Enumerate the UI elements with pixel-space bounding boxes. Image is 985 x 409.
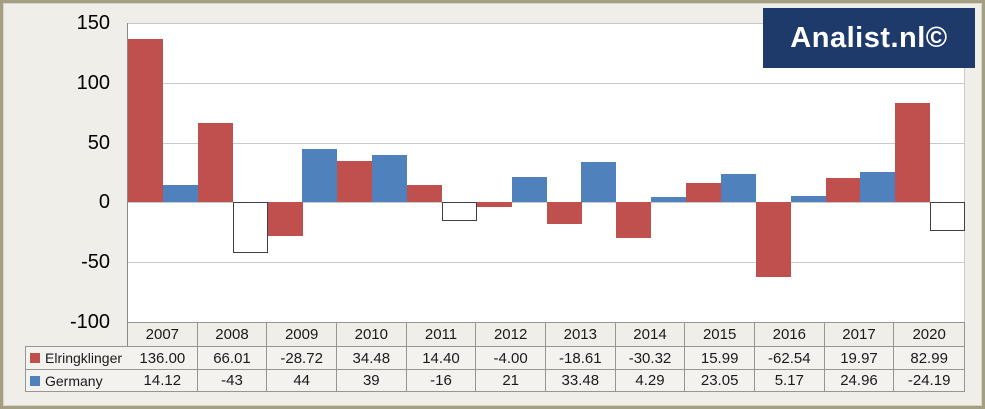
year-header-cell-2014: 2014: [616, 323, 686, 346]
legend-table: Elringklinger Germany: [25, 346, 128, 392]
value-cell-elringklinger-2017: 19.97: [825, 347, 895, 369]
gridline-150: [128, 23, 965, 24]
legend-item-elringklinger: Elringklinger: [26, 347, 128, 369]
value-cell-elringklinger-2008: 66.01: [198, 347, 268, 369]
y-axis-line: [127, 23, 128, 392]
year-header-cell-2013: 2013: [546, 323, 616, 346]
legend-label: Elringklinger: [45, 350, 123, 366]
gridline-100: [128, 83, 965, 84]
value-cell-germany-2011: -16: [407, 370, 477, 391]
bar-germany-2014: [651, 197, 686, 202]
bar-germany-2010: [372, 155, 407, 202]
year-header-cell-2020: 2020: [912, 326, 946, 343]
year-header-cell-2009: 2009: [267, 323, 337, 346]
brand-logo-text: Analist.nl©: [790, 21, 948, 54]
bar-germany-2009: [302, 149, 337, 202]
y-tick-label--50: -50: [81, 251, 110, 273]
value-cell-elringklinger-2020: 82.99: [910, 349, 948, 367]
value-cell-germany-2013: 33.48: [546, 370, 616, 391]
value-cell-elringklinger-2014: -30.32: [616, 347, 686, 369]
bar-germany-2013: [581, 162, 616, 202]
bar-elringklinger-2012: [477, 202, 512, 207]
value-cell-elringklinger-2011: 14.40: [407, 347, 477, 369]
brand-logo: Analist.nl©: [763, 8, 975, 68]
bar-elringklinger-2013: [547, 202, 582, 224]
legend-label: Germany: [45, 372, 103, 389]
value-cell-elringklinger-2016: -62.54: [755, 347, 825, 369]
y-tick-label--100: -100: [69, 311, 110, 333]
bar-germany-2016: [791, 196, 826, 202]
year-header-cell-2011: 2011: [407, 323, 477, 346]
bar-germany-2011: [442, 202, 477, 221]
legend-swatch-icon: [30, 375, 40, 386]
year-header-cell-2017: 2017: [825, 323, 895, 346]
bar-germany-2020: [930, 202, 965, 231]
year-header-cell-2015: 2015: [685, 323, 755, 346]
year-header-cell-2008: 2008: [198, 323, 268, 346]
bar-elringklinger-2016: [756, 202, 791, 277]
value-cell-germany-2016: 5.17: [755, 370, 825, 391]
gridline-0: [128, 202, 965, 203]
bar-elringklinger-2014: [616, 202, 651, 238]
value-cell-germany-2012: 21: [476, 370, 546, 391]
bar-germany-2008: [233, 202, 268, 253]
value-cell-elringklinger-2012: -4.00: [476, 347, 546, 369]
bar-elringklinger-2009: [268, 202, 303, 236]
bar-elringklinger-2007: [128, 39, 163, 202]
y-tick-label-150: 150: [76, 12, 110, 34]
value-cell-germany-2010: 39: [337, 370, 407, 391]
gridline--50: [128, 262, 965, 263]
x-axis-year-header-row: 2007 2008 2009 2010 2011 2012 2013 2014 2015 2016…: [128, 322, 965, 346]
y-tick-label-0: 0: [98, 191, 110, 213]
bar-germany-2015: [721, 174, 756, 202]
year-header-cell-2012: 2012: [476, 323, 546, 346]
bar-germany-2007: [163, 185, 198, 202]
value-cell-germany-2017: 24.96: [825, 370, 895, 391]
year-header-cell-2007: 2007: [128, 323, 198, 346]
bar-elringklinger-2017: [826, 178, 861, 202]
bar-germany-2017: [860, 172, 895, 202]
value-cell-elringklinger-2007: 136.00: [128, 347, 198, 369]
value-cell-elringklinger-2009: -28.72: [267, 347, 337, 369]
y-tick-label-50: 50: [87, 132, 110, 154]
table-row-elringklinger: 136.00 66.01 -28.72 34.48 14.40 -4.00 -18.61 -3…: [128, 347, 964, 369]
data-table: 136.00 66.01 -28.72 34.48 14.40 -4.00 -18.61 -3…: [128, 346, 965, 392]
value-cell-germany-2020: -24.19: [907, 372, 951, 389]
value-cell-germany-2014: 4.29: [616, 370, 686, 391]
bar-elringklinger-2008: [198, 123, 233, 202]
value-cell-elringklinger-2013: -18.61: [546, 347, 616, 369]
value-cell-germany-2015: 23.05: [685, 370, 755, 391]
bar-elringklinger-2020: [895, 103, 930, 202]
value-cell-elringklinger-2015: 15.99: [685, 347, 755, 369]
bar-elringklinger-2011: [407, 185, 442, 202]
bar-elringklinger-2015: [686, 183, 721, 202]
bar-elringklinger-2010: [337, 161, 372, 202]
legend-item-germany: Germany: [26, 369, 128, 391]
year-header-cell-2016: 2016: [755, 323, 825, 346]
y-tick-label-100: 100: [76, 72, 110, 94]
year-header-cell-2010: 2010: [337, 323, 407, 346]
bar-germany-2012: [512, 177, 547, 202]
legend-swatch-icon: [30, 353, 40, 363]
value-cell-germany-2009: 44: [267, 370, 337, 391]
value-cell-germany-2008: -43: [198, 370, 268, 391]
value-cell-elringklinger-2010: 34.48: [337, 347, 407, 369]
gridline-50: [128, 143, 965, 144]
table-row-germany: 14.12 -43 44 39 -16 21 33.48 4.29 23.05 5.17 24.96…: [128, 369, 964, 391]
value-cell-germany-2007: 14.12: [128, 370, 198, 391]
